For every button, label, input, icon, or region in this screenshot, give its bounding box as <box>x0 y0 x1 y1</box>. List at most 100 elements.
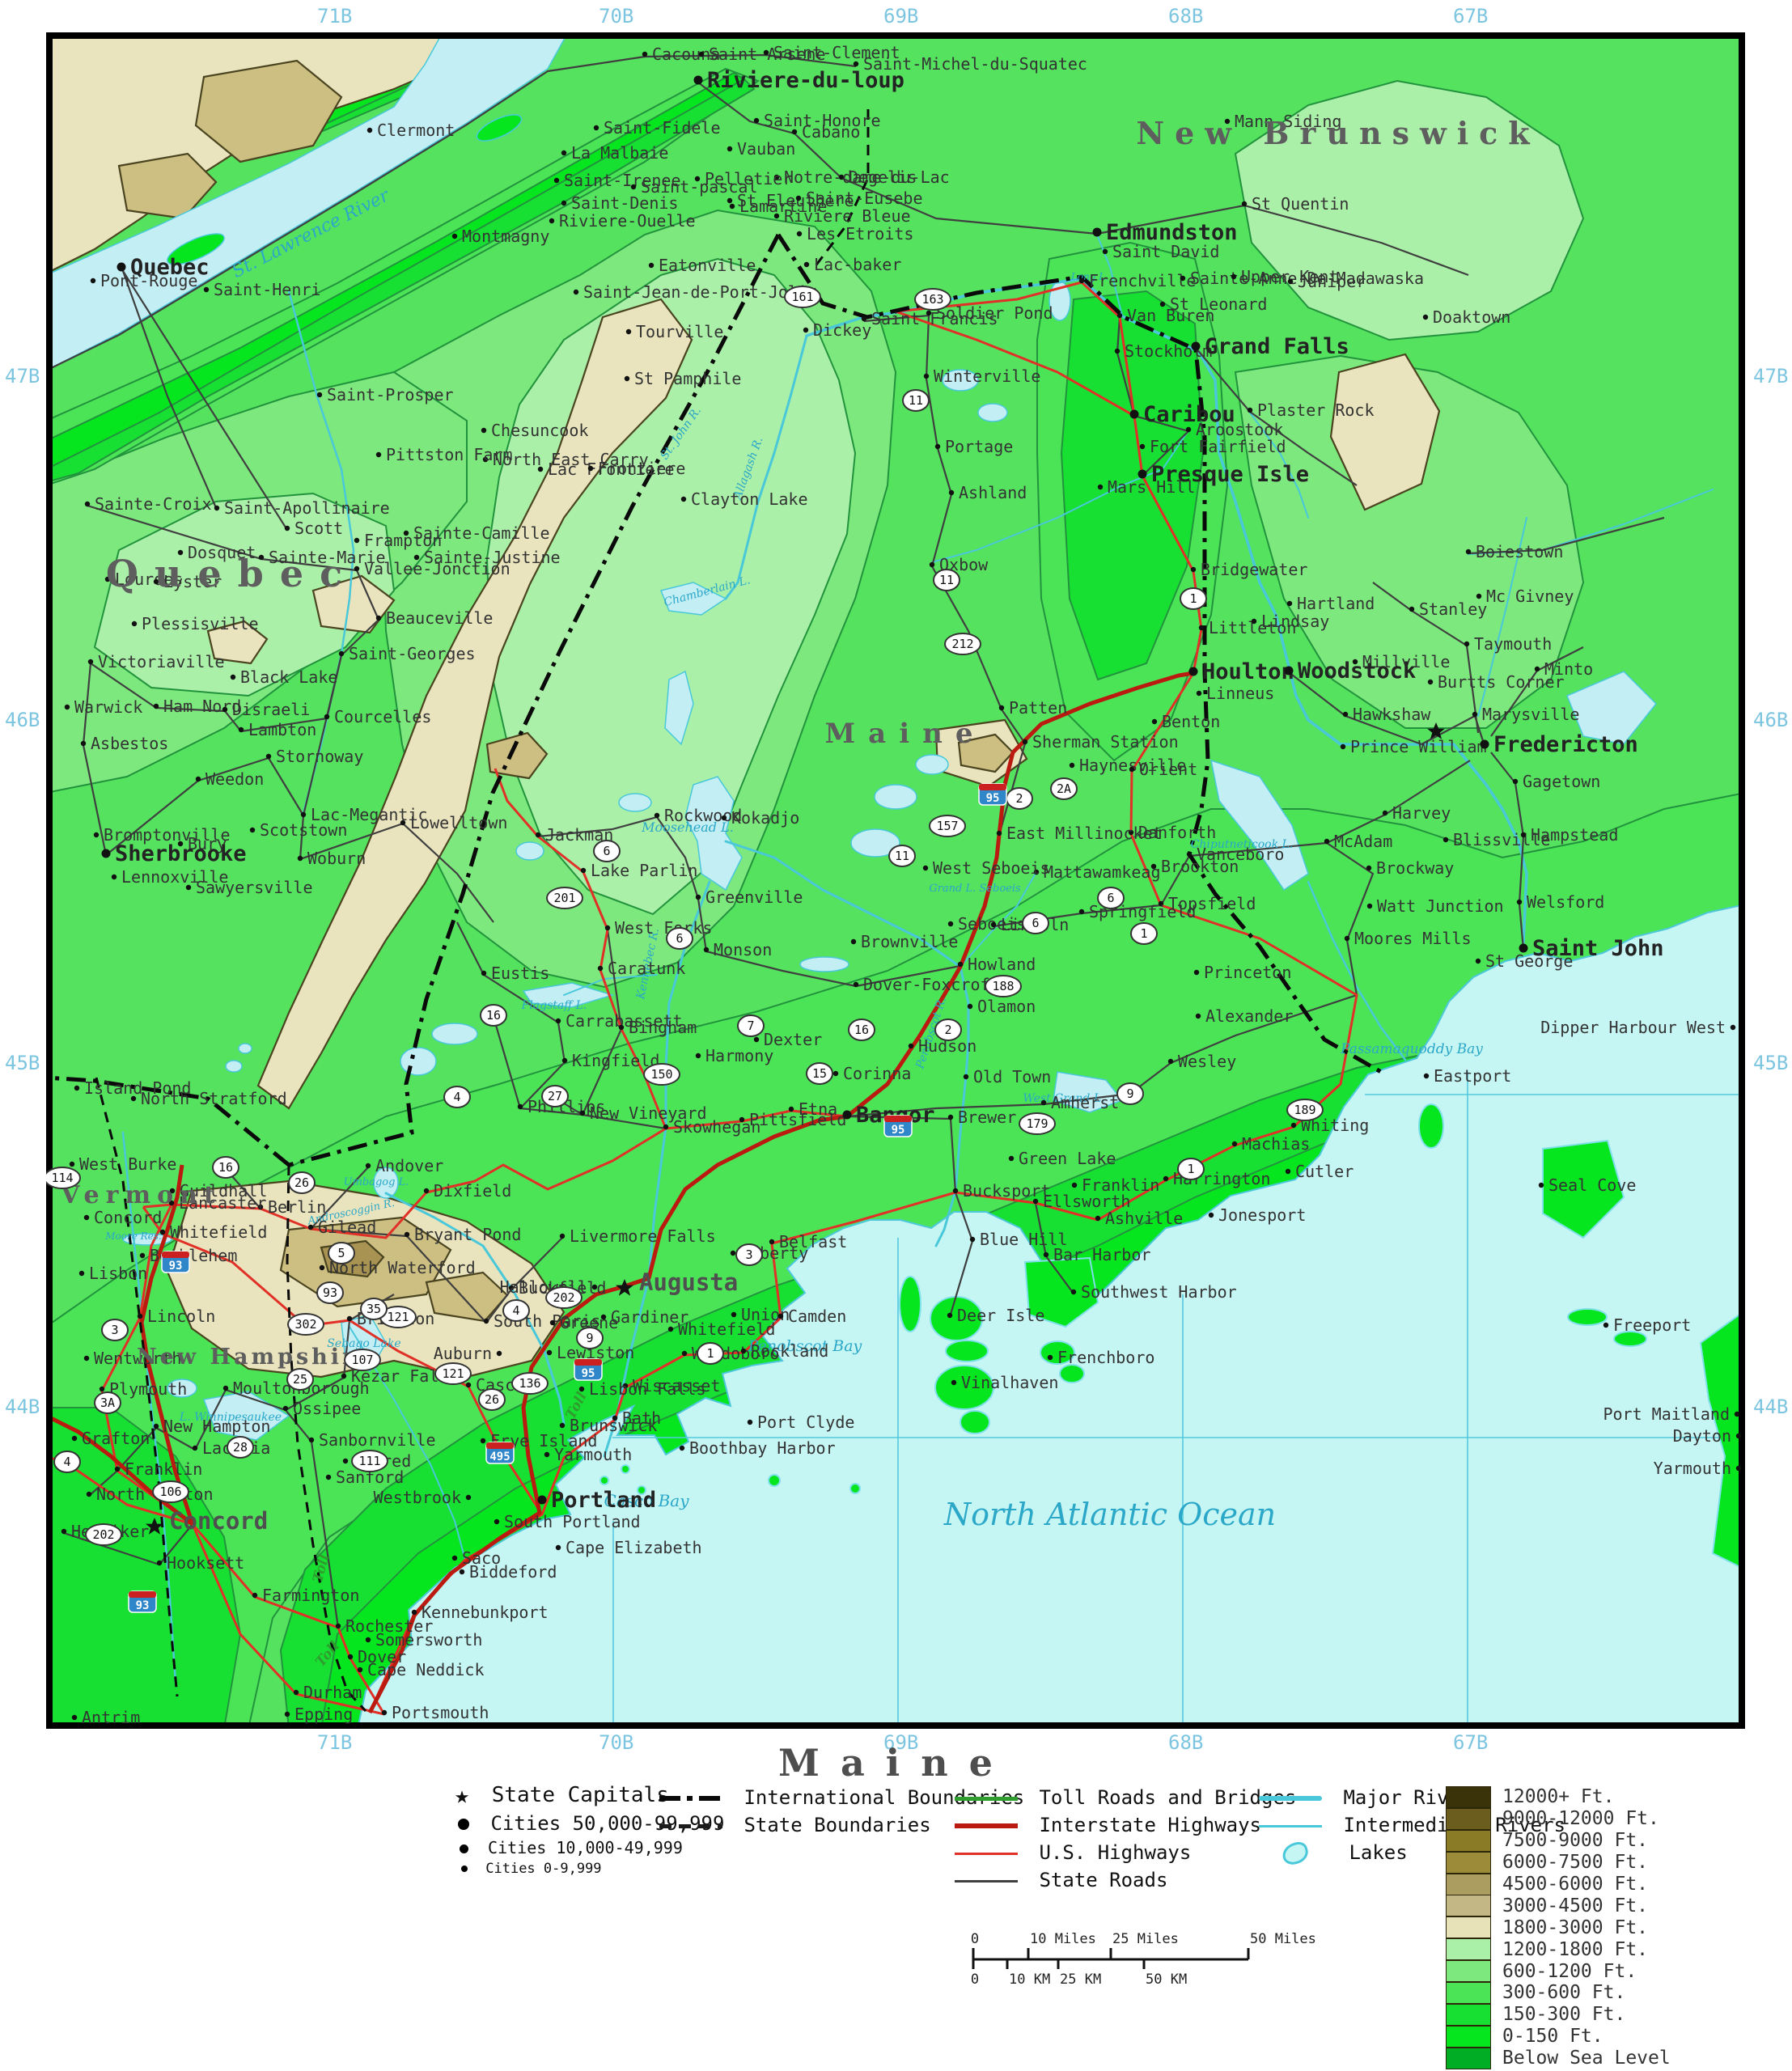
town-dot <box>1208 1212 1214 1218</box>
town-dot <box>838 174 845 180</box>
town-dot <box>578 1386 585 1392</box>
state-boundary-line-icon <box>659 1823 722 1828</box>
town-dot <box>252 1592 258 1599</box>
town-dot <box>61 1528 67 1535</box>
route-shield-number: 1 <box>1189 591 1197 606</box>
town-dot <box>559 1422 566 1429</box>
town-label: Clayton Lake <box>691 489 808 509</box>
city-label: Saint John <box>1532 936 1664 961</box>
town-label: Camden <box>788 1307 846 1326</box>
route-shield-number: 188 <box>992 979 1014 993</box>
city-dot <box>101 849 111 858</box>
town-label: Watt Junction <box>1377 896 1504 916</box>
town-label: Monson <box>714 940 772 959</box>
town-dot <box>1520 832 1527 838</box>
city-dot <box>1188 667 1198 676</box>
town-dot <box>357 1667 363 1673</box>
town-label: Brockway <box>1376 858 1454 878</box>
town-label: Dixfield <box>434 1181 511 1201</box>
route-shield-number: 26 <box>294 1175 309 1190</box>
town-dot <box>963 1074 969 1080</box>
town-dot <box>1071 1182 1078 1188</box>
town-dot <box>998 705 1005 711</box>
town-label: Riviere-Ouelle <box>559 211 696 231</box>
elevation-label: 3000-4500 Ft. <box>1502 1895 1649 1916</box>
town-dot <box>721 815 727 821</box>
town-label: Bryant Pond <box>414 1225 521 1244</box>
town-dot <box>1043 1251 1049 1258</box>
state-road-line-icon <box>955 1879 1018 1883</box>
town-label: Disraeli <box>232 700 310 719</box>
elevation-label: 1800-3000 Ft. <box>1502 1916 1649 1938</box>
town-dot <box>195 776 201 782</box>
town-label: Woburn <box>307 849 366 868</box>
town-label: Haynesville <box>1079 756 1186 775</box>
elevation-row: 3000-4500 Ft. <box>1446 1895 1671 1917</box>
town-dot <box>93 832 100 838</box>
town-dot <box>579 1110 586 1116</box>
interstate-shield: 93 <box>161 1251 190 1273</box>
graticule-label: 44B <box>1753 1395 1789 1418</box>
route-shield-number: 26 <box>485 1392 499 1407</box>
town-dot <box>948 489 955 496</box>
route-shield <box>806 1062 833 1085</box>
legend: ★ State Capitals Cities 50,000-99,999 Ci… <box>0 1777 1792 1898</box>
town-dot <box>1167 1058 1174 1065</box>
town-label: Pont-Rouge <box>100 271 197 290</box>
capital-labels: Augusta Concord <box>146 722 1445 1535</box>
town-dot <box>177 549 184 556</box>
town-dot <box>319 1264 325 1271</box>
route-shield <box>443 1086 471 1108</box>
elevation-row: Below Sea Level <box>1446 2047 1671 2069</box>
town-label: Ashland <box>959 483 1027 502</box>
route-shield <box>287 1313 324 1336</box>
scale-bar-svg: 0 10 Miles 25 Miles 50 Miles 0 10 KM 25 KM 50 K… <box>971 1932 1316 1988</box>
town-label: Bridgewater <box>1201 560 1307 579</box>
town-dot <box>1102 248 1108 255</box>
town-label: Lac-Megantic <box>311 805 428 824</box>
town-dot <box>1538 1182 1544 1188</box>
route-shield-number: 1 <box>706 1346 714 1361</box>
town-label: Yarmouth <box>554 1445 632 1464</box>
water-label: Umbagog L. <box>344 1176 409 1188</box>
town-dot <box>559 1233 566 1239</box>
town-dot <box>1287 278 1294 285</box>
town-label: Rockwood <box>664 806 742 825</box>
town-label: Sawyersville <box>196 878 313 897</box>
town-label: Lennoxville <box>121 867 228 887</box>
town-label: Wesley <box>1178 1052 1236 1071</box>
town-label: Cabano <box>802 122 860 142</box>
town-label: Montmagny <box>462 227 549 246</box>
town-dot <box>1366 865 1372 871</box>
scale-km-label: 0 <box>971 1971 979 1988</box>
town-label: Mars Hill <box>1108 477 1195 497</box>
town-label: Saco <box>462 1548 501 1568</box>
town-dot <box>695 894 701 900</box>
town-dot <box>624 375 630 382</box>
town-dot <box>249 827 256 833</box>
town-label: Frampton <box>364 531 442 550</box>
town-dot <box>159 1229 166 1235</box>
town-label: Belfast <box>779 1232 847 1251</box>
town-dot <box>777 1313 784 1319</box>
town-label: Saint Francis <box>871 309 998 328</box>
elevation-label: 7500-9000 Ft. <box>1502 1830 1649 1852</box>
map-title: Maine <box>778 1741 1014 1785</box>
town-label: Lisbon <box>89 1264 147 1283</box>
route-shield <box>929 815 966 837</box>
route-shield-number: 16 <box>486 1008 501 1023</box>
town-label: Vinalhaven <box>961 1373 1058 1392</box>
town-label: West Burke <box>79 1154 176 1174</box>
route-shield-number: 9 <box>1126 1086 1133 1101</box>
route-shield <box>53 1451 81 1473</box>
town-label: Amherst <box>1051 1093 1119 1112</box>
town-dot <box>403 530 409 536</box>
town-dot <box>618 1024 625 1031</box>
town-dot <box>1195 1013 1201 1019</box>
lakes <box>122 281 1658 1441</box>
route-shield <box>1050 777 1078 800</box>
elevation-row: 7500-9000 Ft. <box>1446 1829 1671 1852</box>
town-label: Hartland <box>1297 594 1375 613</box>
town-dot <box>1285 1168 1291 1175</box>
route-shield-number: 16 <box>854 1023 869 1037</box>
